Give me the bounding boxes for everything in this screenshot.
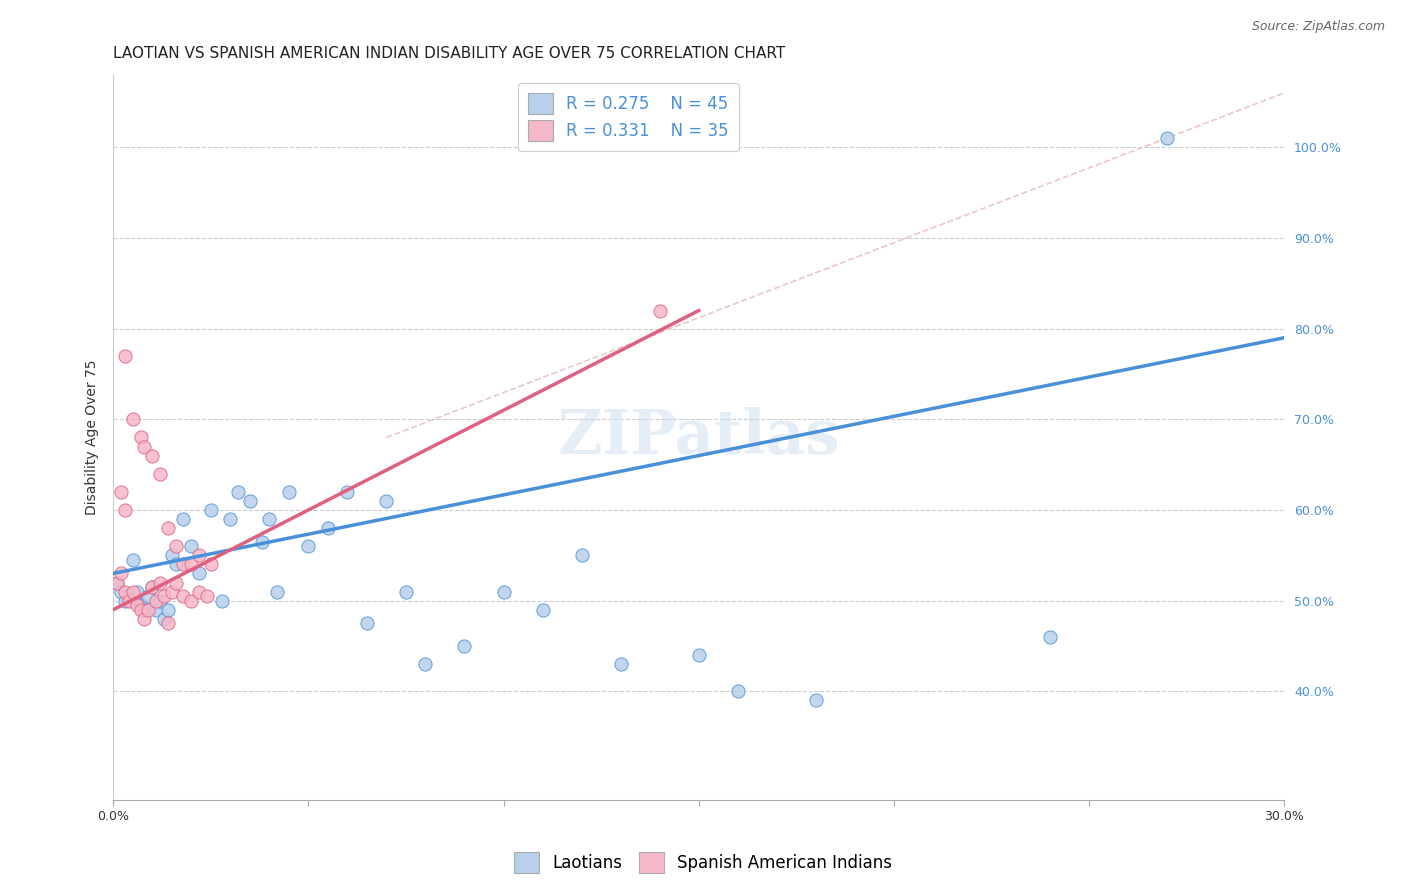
Point [226,484,249,499]
Point [149,575,172,590]
Point [492,584,515,599]
Point [200,558,222,572]
Legend: R = 0.275    N = 45, R = 0.331    N = 35: R = 0.275 N = 45, R = 0.331 N = 35 [517,83,740,151]
Point [648,303,671,318]
Point [129,598,152,612]
Point [160,549,183,563]
Point [134,440,156,454]
Point [316,521,339,535]
Point [149,593,172,607]
Point [110,584,132,599]
Point [118,589,141,603]
Point [250,534,273,549]
Point [110,566,132,581]
Point [134,612,156,626]
Point [156,521,179,535]
Point [571,549,593,563]
Point [110,484,132,499]
Point [156,616,179,631]
Point [180,593,202,607]
Legend: Laotians, Spanish American Indians: Laotians, Spanish American Indians [508,846,898,880]
Point [200,503,222,517]
Point [277,484,299,499]
Point [129,430,152,444]
Point [125,598,148,612]
Point [172,512,194,526]
Point [165,575,187,590]
Point [804,693,827,707]
Point [153,612,176,626]
Point [531,603,554,617]
Y-axis label: Disability Age Over 75: Disability Age Over 75 [86,359,100,516]
Point [149,467,172,481]
Point [188,566,211,581]
Point [114,349,136,363]
Text: LAOTIAN VS SPANISH AMERICAN INDIAN DISABILITY AGE OVER 75 CORRELATION CHART: LAOTIAN VS SPANISH AMERICAN INDIAN DISAB… [114,46,786,62]
Point [188,549,211,563]
Point [129,603,152,617]
Point [165,558,187,572]
Point [172,558,194,572]
Point [180,539,202,553]
Point [136,589,159,603]
Point [105,575,128,590]
Point [114,593,136,607]
Point [165,539,187,553]
Point [121,584,143,599]
Point [356,616,378,631]
Point [259,512,281,526]
Point [141,580,163,594]
Point [153,589,176,603]
Point [266,584,288,599]
Point [1039,630,1062,644]
Point [239,494,262,508]
Text: Source: ZipAtlas.com: Source: ZipAtlas.com [1251,20,1385,33]
Point [297,539,319,553]
Point [415,657,437,671]
Point [188,584,211,599]
Point [114,503,136,517]
Point [125,584,148,599]
Point [121,412,143,426]
Point [688,648,710,662]
Point [219,512,242,526]
Point [336,484,359,499]
Point [136,603,159,617]
Point [609,657,631,671]
Point [727,684,749,698]
Point [145,603,167,617]
Point [1156,131,1178,145]
Point [453,639,475,653]
Point [375,494,398,508]
Point [195,589,218,603]
Point [118,593,141,607]
Text: ZIPatlas: ZIPatlas [557,408,839,467]
Point [211,593,233,607]
Point [105,575,128,590]
Point [134,603,156,617]
Point [141,449,163,463]
Point [141,580,163,594]
Point [156,603,179,617]
Point [121,553,143,567]
Point [180,558,202,572]
Point [145,593,167,607]
Point [160,584,183,599]
Point [172,589,194,603]
Point [395,584,418,599]
Point [114,584,136,599]
